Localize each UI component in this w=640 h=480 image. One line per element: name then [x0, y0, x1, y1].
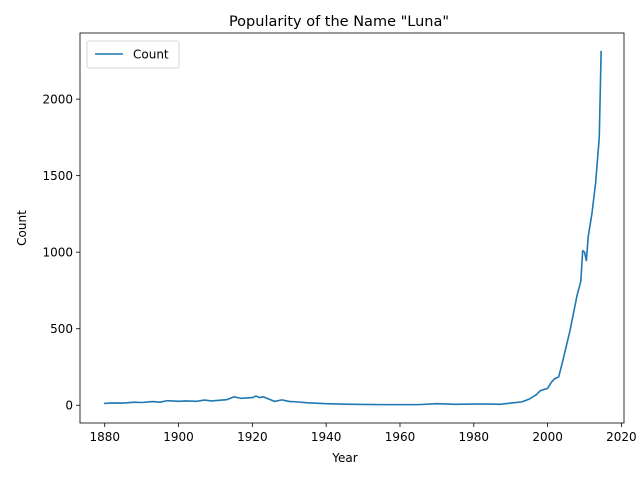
y-tick-label: 500: [50, 322, 73, 336]
y-axis-label: Count: [15, 210, 29, 246]
x-tick-label: 1960: [385, 430, 416, 444]
series-line-count: [103, 50, 602, 406]
y-tick-label: 0: [65, 399, 73, 413]
y-tick-label: 1000: [42, 246, 73, 260]
x-axis-label: Year: [331, 451, 357, 465]
x-tick-label: 2020: [606, 430, 637, 444]
legend-frame: [86, 40, 180, 69]
x-tick-label: 1900: [163, 430, 194, 444]
x-tick-label: 2000: [532, 430, 563, 444]
x-tick-label: 1940: [311, 430, 342, 444]
x-tick-label: 1980: [459, 430, 490, 444]
x-axis-ticks: 1880 1900 1920 1940 1960 1980 2000 2020: [89, 423, 637, 444]
y-tick-label: 2000: [42, 93, 73, 107]
y-axis-ticks: 0 500 1000 1500 2000: [42, 93, 80, 413]
x-tick-label: 1920: [237, 430, 268, 444]
x-tick-label: 1880: [89, 430, 120, 444]
legend: Count: [86, 40, 180, 69]
legend-label-count: Count: [133, 48, 169, 62]
chart-title: Popularity of the Name "Luna": [229, 14, 449, 30]
y-tick-label: 1500: [42, 169, 73, 183]
plot-area-frame: [79, 32, 625, 424]
